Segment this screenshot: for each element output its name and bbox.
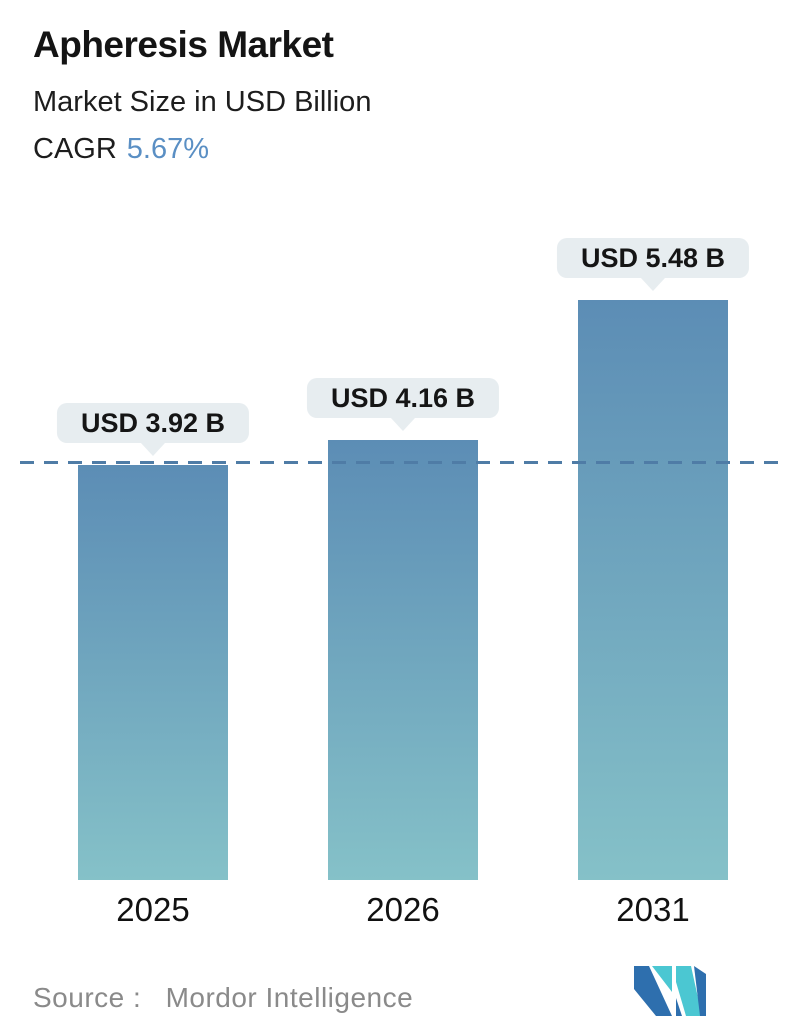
- bar-2031: [578, 300, 728, 880]
- bar-2026: [328, 440, 478, 880]
- page-title: Apheresis Market: [33, 24, 334, 65]
- chart-header: Apheresis Market Market Size in USD Bill…: [33, 24, 371, 166]
- value-label-bubble-2031: USD 5.48 B: [556, 238, 750, 278]
- cagr-label: CAGR: [33, 133, 117, 165]
- logo-left-blue-shape: [634, 966, 672, 1016]
- logo-left-teal-triangle: [652, 966, 672, 992]
- logo-bottom-blue-triangle: [676, 998, 682, 1016]
- x-axis-label-2026: 2026: [366, 891, 440, 928]
- value-label-bubble-2025: USD 3.92 B: [56, 403, 250, 443]
- chart-subtitle: Market Size in USD Billion: [33, 86, 372, 118]
- cagr-value: 5.67%: [126, 133, 210, 165]
- footer: Source : Mordor Intelligence: [0, 966, 796, 1034]
- x-axis-label-2031: 2031: [616, 891, 690, 928]
- source-value: Mordor Intelligence: [165, 982, 414, 1013]
- cagr-line: CAGR 5.67%: [33, 133, 371, 166]
- value-label-bubble-2026: USD 4.16 B: [306, 378, 500, 418]
- source-label: Source :: [33, 982, 142, 1013]
- source-attribution: Source : Mordor Intelligence: [33, 982, 413, 1014]
- mordor-intelligence-logo: [634, 966, 706, 1016]
- logo-right-teal-shape: [676, 966, 702, 1016]
- logo-right-blue-shape: [694, 966, 706, 1016]
- reference-dashed-line: [20, 461, 778, 464]
- bar-2025: [78, 465, 228, 880]
- source-separator: [147, 982, 155, 1013]
- x-axis-label-2025: 2025: [116, 891, 190, 928]
